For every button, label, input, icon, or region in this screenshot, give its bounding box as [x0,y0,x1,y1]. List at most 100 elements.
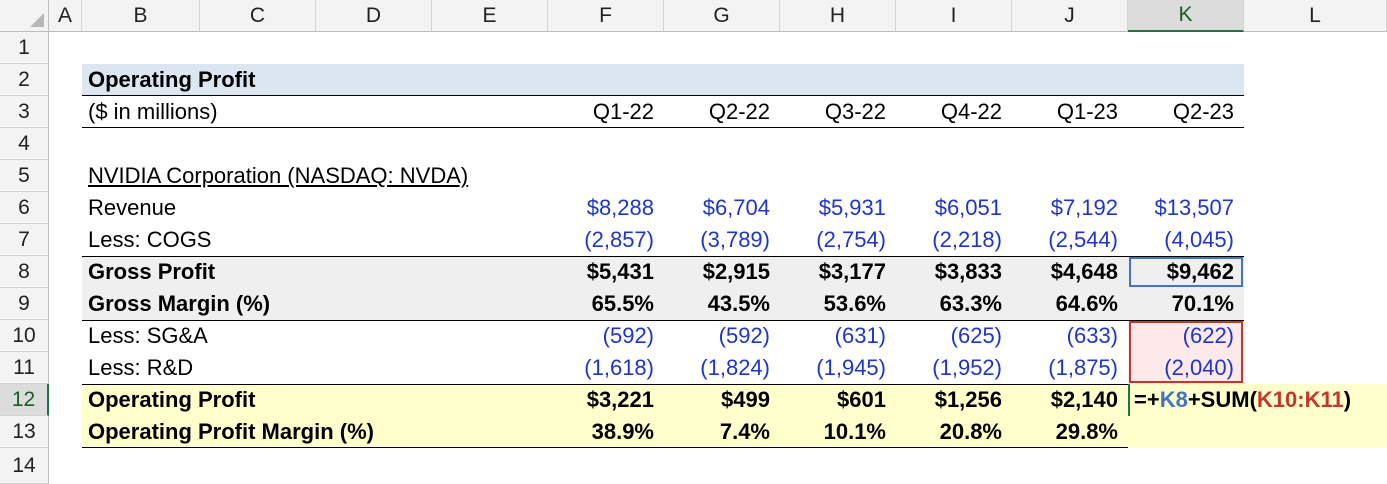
column-header-e[interactable]: E [432,0,548,32]
row-label-gross-profit[interactable]: Gross Profit [88,259,216,284]
column-header-h[interactable]: H [780,0,896,32]
value-cell[interactable]: $601 [837,387,886,412]
value-cell[interactable]: $3,833 [934,259,1002,284]
title-cell[interactable]: Operating Profit [88,67,256,92]
value-cell[interactable]: 29.8% [1055,419,1118,444]
formula-part-mid: +SUM( [1187,387,1257,412]
gross-profit-fill [82,256,1244,320]
value-cell[interactable]: (625) [950,323,1002,348]
value-cell[interactable]: 10.1% [823,419,886,444]
row-label-cogs[interactable]: Less: COGS [88,227,212,252]
value-cell[interactable]: $5,431 [586,259,654,284]
row-header-10[interactable]: 10 [0,320,49,352]
row-header-8[interactable]: 8 [0,256,49,288]
column-header-a[interactable]: A [49,0,82,32]
value-cell[interactable]: (622) [1182,323,1234,348]
row-header-11[interactable]: 11 [0,352,49,384]
row-header-9[interactable]: 9 [0,288,49,320]
column-header-l[interactable]: L [1244,0,1387,32]
value-cell[interactable]: $2,915 [702,259,770,284]
column-header-k[interactable]: K [1128,0,1244,32]
row-header-1[interactable]: 1 [0,32,49,64]
value-cell[interactable]: (1,945) [816,355,886,380]
value-cell[interactable]: $7,192 [1050,195,1118,220]
value-cell[interactable]: $3,221 [586,387,654,412]
value-cell[interactable]: (1,618) [584,355,654,380]
value-cell[interactable]: (2,857) [584,227,654,252]
value-cell[interactable]: (633) [1066,323,1118,348]
value-cell[interactable]: (3,789) [700,227,770,252]
column-header-j[interactable]: J [1012,0,1128,32]
operating-profit-fill [82,384,1128,448]
row-label-sga[interactable]: Less: SG&A [88,323,208,348]
formula-cell-k12[interactable]: =+K8+SUM(K10:K11) [1128,384,1351,416]
column-header-d[interactable]: D [316,0,432,32]
value-cell[interactable]: 7.4% [719,419,770,444]
value-cell[interactable]: $2,140 [1050,387,1118,412]
value-cell[interactable]: 20.8% [939,419,1002,444]
period-header[interactable]: Q2-23 [1172,99,1234,124]
row-header-2[interactable]: 2 [0,64,49,96]
select-all-corner[interactable] [0,0,49,32]
row-label-operating-profit[interactable]: Operating Profit [88,387,256,412]
row-header-4[interactable]: 4 [0,128,49,160]
row-header-7[interactable]: 7 [0,224,49,256]
value-cell[interactable]: (592) [718,323,770,348]
title-bottom-rule [82,95,1244,96]
value-cell[interactable]: (2,218) [932,227,1002,252]
row-label-rnd[interactable]: Less: R&D [88,355,194,380]
row-label-revenue[interactable]: Revenue [88,195,177,220]
row-header-5[interactable]: 5 [0,160,49,192]
units-cell[interactable]: ($ in millions) [88,99,218,124]
value-cell[interactable]: $3,177 [818,259,886,284]
value-cell[interactable]: $6,704 [702,195,770,220]
value-cell[interactable]: 63.3% [939,291,1002,316]
period-header[interactable]: Q4-22 [940,99,1002,124]
column-header-b[interactable]: B [82,0,200,32]
row-label-gross-margin[interactable]: Gross Margin (%) [88,291,271,316]
value-cell[interactable]: 65.5% [591,291,654,316]
value-cell[interactable]: $4,648 [1050,259,1118,284]
row-header-3[interactable]: 3 [0,96,49,128]
operating-margin-bottom-rule [82,447,1128,448]
value-cell[interactable]: $8,288 [586,195,654,220]
row-header-12[interactable]: 12 [0,384,49,416]
column-header-f[interactable]: F [548,0,664,32]
column-header-c[interactable]: C [200,0,316,32]
value-cell[interactable]: 38.9% [591,419,654,444]
period-header[interactable]: Q3-22 [824,99,886,124]
period-header[interactable]: Q1-22 [592,99,654,124]
value-cell[interactable]: (1,952) [932,355,1002,380]
ref-k8-outline [1129,257,1243,287]
value-cell[interactable]: (2,754) [816,227,886,252]
column-header-i[interactable]: I [896,0,1012,32]
value-cell[interactable]: $1,256 [934,387,1002,412]
value-cell[interactable]: (2,040) [1164,355,1234,380]
value-cell[interactable]: $6,051 [934,195,1002,220]
row-header-6[interactable]: 6 [0,192,49,224]
period-header[interactable]: Q1-23 [1056,99,1118,124]
value-cell[interactable]: 64.6% [1055,291,1118,316]
value-cell[interactable]: 70.1% [1171,291,1234,316]
value-cell[interactable]: (4,045) [1164,227,1234,252]
row-header-14[interactable]: 14 [0,448,49,484]
value-cell[interactable]: (1,824) [700,355,770,380]
value-cell[interactable]: 53.6% [823,291,886,316]
row-label-operating-margin[interactable]: Operating Profit Margin (%) [88,419,374,444]
company-name[interactable]: NVIDIA Corporation (NASDAQ: NVDA) [88,163,469,188]
value-cell[interactable]: (592) [602,323,654,348]
row-header-13[interactable]: 13 [0,416,49,448]
title-fill [82,64,1244,96]
value-cell[interactable]: (2,544) [1048,227,1118,252]
period-header[interactable]: Q2-22 [708,99,770,124]
value-cell[interactable]: (1,875) [1048,355,1118,380]
value-cell[interactable]: $499 [721,387,770,412]
column-header-g[interactable]: G [664,0,780,32]
value-cell[interactable]: $9,462 [1166,259,1234,284]
value-cell[interactable]: $13,507 [1154,195,1234,220]
value-cell[interactable]: 43.5% [707,291,770,316]
ref-k10-k11-outline [1129,321,1243,383]
value-cell[interactable]: (631) [834,323,886,348]
value-cell[interactable]: $5,931 [818,195,886,220]
